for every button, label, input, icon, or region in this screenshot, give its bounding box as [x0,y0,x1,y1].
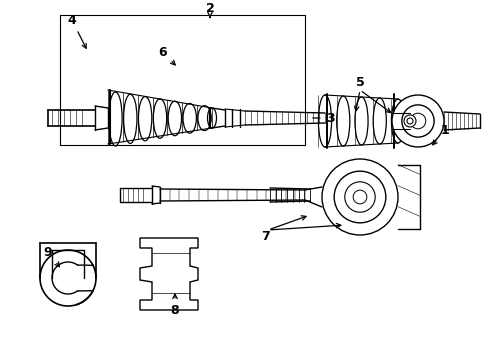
Circle shape [404,115,416,127]
Text: 9: 9 [44,246,59,267]
Text: 7: 7 [261,230,270,243]
Polygon shape [140,238,198,310]
Text: 2: 2 [206,1,215,17]
Circle shape [410,113,426,129]
Text: 1: 1 [433,123,449,145]
Text: 4: 4 [68,13,86,48]
Circle shape [402,105,434,137]
Text: 6: 6 [159,45,175,65]
Circle shape [392,95,444,147]
Text: 8: 8 [171,294,179,316]
Circle shape [353,190,367,204]
Circle shape [334,171,386,223]
Circle shape [407,118,413,124]
Text: 3: 3 [313,112,334,125]
Circle shape [345,182,375,212]
Circle shape [322,159,398,235]
Text: 5: 5 [356,76,365,89]
